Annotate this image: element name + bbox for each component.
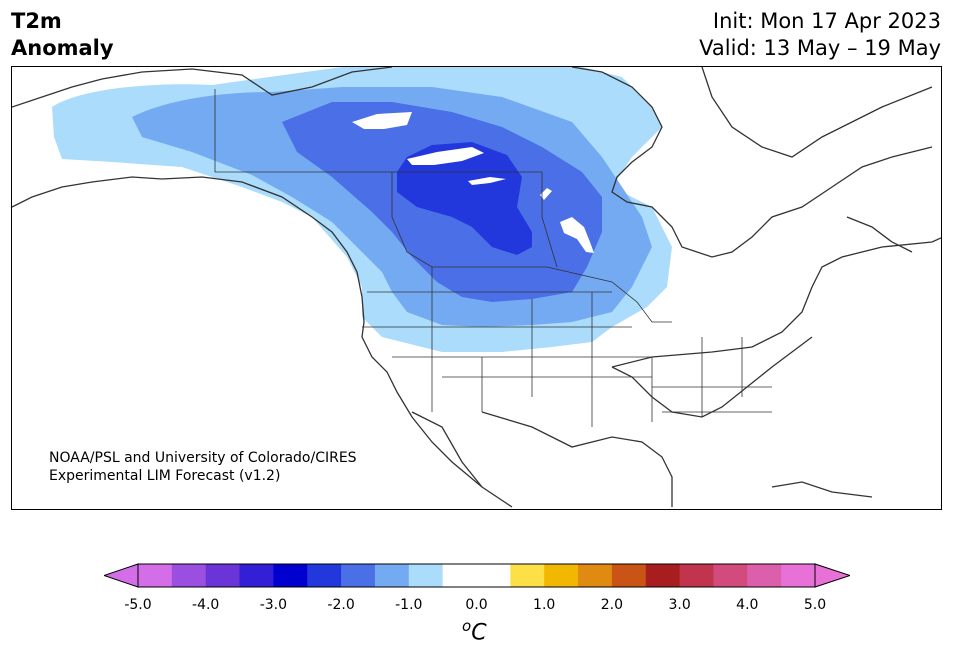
init-date: Init: Mon 17 Apr 2023	[712, 9, 941, 33]
colorbar-cell	[645, 564, 681, 587]
colorbar-cell	[578, 564, 613, 587]
lake-great-bear	[352, 112, 412, 129]
colorbar-cells	[138, 564, 816, 587]
colorbar-under-arrow	[104, 563, 139, 588]
colorbar-cell	[747, 564, 782, 587]
colorbar-cell	[544, 564, 579, 587]
colorbar-cell	[611, 564, 647, 587]
colorbar-tick-label: 2.0	[600, 597, 624, 613]
colorbar-outline	[137, 563, 816, 588]
colorbar-cell	[713, 564, 748, 587]
anomaly-map	[12, 67, 941, 508]
colorbar-tick-label: -2.0	[327, 597, 355, 613]
colorbar-cell	[171, 564, 207, 587]
lake-athabasca	[468, 177, 506, 185]
map-panel	[11, 66, 942, 510]
colorbar-tick-label: 3.0	[668, 597, 691, 613]
colorbar-tick-label: -3.0	[259, 597, 288, 613]
colorbar-tick-label: 0.0	[465, 597, 488, 613]
colorbar-cell	[679, 564, 714, 587]
title-line-2: Anomaly	[11, 36, 114, 60]
map-title: T2m Anomaly	[11, 8, 114, 62]
colorbar-cell	[138, 564, 173, 587]
colorbar-tick-label: -5.0	[124, 597, 152, 613]
colorbar-cell	[239, 564, 274, 587]
lake-great-slave	[407, 147, 484, 165]
colorbar-units: oC	[462, 617, 487, 645]
colorbar-cell	[510, 564, 545, 587]
valid-dates: Valid: 13 May – 19 May	[699, 36, 941, 60]
lake-winnipeg	[560, 217, 594, 253]
colorbar-cell	[476, 564, 511, 587]
units-letter: C	[471, 620, 487, 646]
colorbar-tick-label: 4.0	[736, 597, 759, 613]
colorbar-tick-label: -1.0	[395, 597, 423, 613]
colorbar-cell	[273, 564, 308, 587]
colorbar-tick-label: 5.0	[803, 597, 827, 613]
credit-text: NOAA/PSL and University of Colorado/CIRE…	[49, 449, 357, 485]
credit-line-1: NOAA/PSL and University of Colorado/CIRE…	[49, 450, 357, 466]
colorbar-cell	[307, 564, 342, 587]
credit-line-2: Experimental LIM Forecast (v1.2)	[49, 468, 281, 484]
colorbar-cell	[781, 564, 816, 587]
lake-winnipegosis	[540, 188, 552, 200]
title-line-1: T2m	[11, 9, 62, 33]
units-degree: o	[462, 617, 472, 635]
colorbar-cell	[408, 564, 444, 587]
colorbar-over-arrow	[814, 563, 850, 588]
political-borders	[214, 89, 772, 427]
colorbar-cell	[205, 564, 241, 587]
date-info: Init: Mon 17 Apr 2023 Valid: 13 May – 19…	[699, 8, 941, 62]
colorbar	[104, 563, 850, 588]
colorbar-tick-label: -4.0	[192, 597, 220, 613]
colorbar-tick-label: 1.0	[533, 597, 556, 613]
colorbar-cell	[374, 564, 410, 587]
colorbar-cell	[341, 564, 376, 587]
anomaly-region-darkest-blue	[397, 142, 532, 255]
colorbar-cell	[442, 564, 477, 587]
